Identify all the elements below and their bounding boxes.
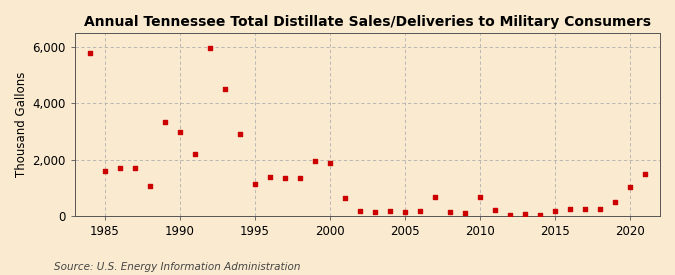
Point [444, 210, 455, 214]
Point [84, 50, 95, 55]
Point [504, 212, 515, 217]
Point [144, 183, 155, 188]
Point [475, 195, 485, 199]
Point [535, 212, 545, 217]
Title: Annual Tennessee Total Distillate Sales/Deliveries to Military Consumers: Annual Tennessee Total Distillate Sales/… [84, 15, 651, 29]
Y-axis label: Thousand Gallons: Thousand Gallons [15, 72, 28, 177]
Point [174, 130, 185, 134]
Point [249, 182, 260, 186]
Point [429, 195, 440, 199]
Point [114, 166, 125, 170]
Point [294, 175, 305, 180]
Point [189, 152, 200, 156]
Point [129, 166, 140, 170]
Point [489, 208, 500, 213]
Point [159, 119, 170, 124]
Point [369, 210, 380, 214]
Point [520, 212, 531, 217]
Point [384, 208, 395, 213]
Point [325, 161, 335, 165]
Point [265, 175, 275, 179]
Point [99, 169, 110, 174]
Point [205, 45, 215, 50]
Text: Source: U.S. Energy Information Administration: Source: U.S. Energy Information Administ… [54, 262, 300, 272]
Point [340, 196, 350, 200]
Point [279, 175, 290, 180]
Point [354, 209, 365, 213]
Point [610, 200, 620, 205]
Point [414, 208, 425, 213]
Point [564, 207, 575, 212]
Point [460, 211, 470, 216]
Point [309, 159, 320, 163]
Point [400, 210, 410, 214]
Point [624, 185, 635, 189]
Point [219, 87, 230, 92]
Point [580, 207, 591, 212]
Point [549, 208, 560, 213]
Point [234, 132, 245, 136]
Point [640, 172, 651, 177]
Point [595, 207, 605, 212]
